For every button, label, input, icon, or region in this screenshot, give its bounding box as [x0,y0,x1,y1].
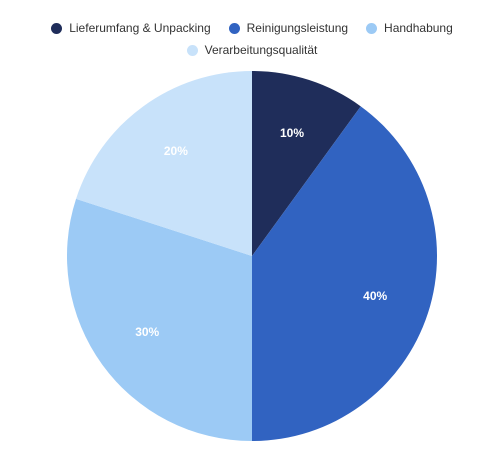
legend-item[interactable]: Reinigungsleistung [228,20,349,36]
legend-label: Handhabung [384,21,453,35]
pie-slice[interactable] [66,198,252,442]
legend-label: Lieferumfang & Unpacking [69,21,211,35]
legend-swatch [186,44,198,56]
slice-value-label: 40% [363,289,387,303]
legend-item[interactable]: Verarbeitungsqualität [186,42,318,58]
slice-value-label: 30% [135,325,159,339]
slice-value-label: 10% [280,126,304,140]
legend: Lieferumfang & Unpacking Reinigungsleistu… [0,20,504,58]
legend-swatch [366,22,378,34]
pie-slice[interactable] [252,106,438,441]
pie-slice[interactable] [76,70,252,256]
legend-swatch [51,22,63,34]
legend-item[interactable]: Lieferumfang & Unpacking [51,20,211,36]
legend-swatch [228,22,240,34]
slice-value-label: 20% [164,144,188,158]
legend-label: Reinigungsleistung [246,21,349,35]
legend-item[interactable]: Handhabung [366,20,453,36]
legend-label: Verarbeitungsqualität [204,43,318,57]
pie-slice[interactable] [252,71,361,256]
